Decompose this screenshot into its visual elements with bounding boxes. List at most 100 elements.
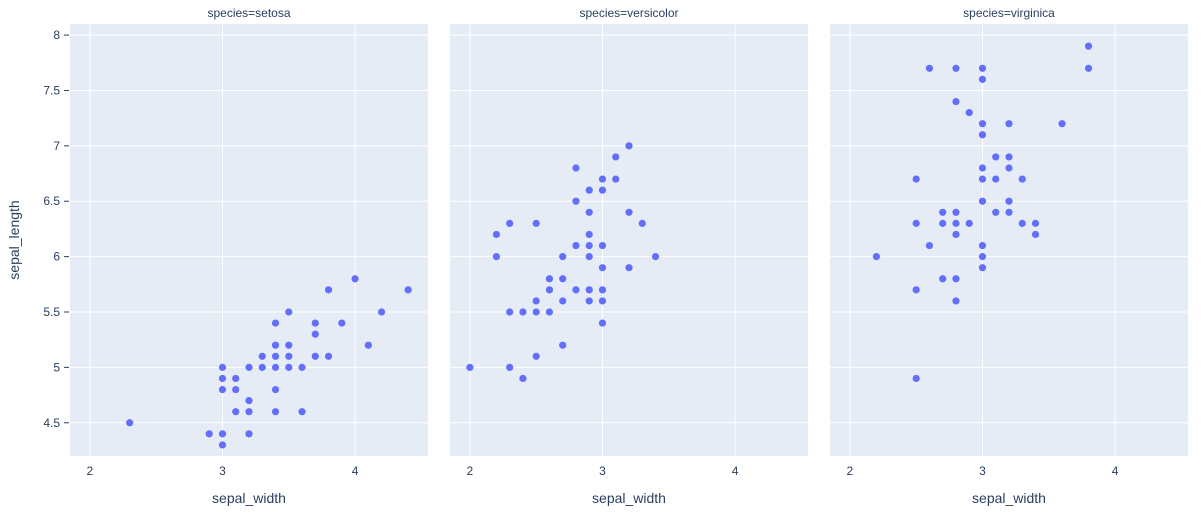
- data-point: [1031, 219, 1040, 227]
- data-point: [218, 441, 227, 449]
- data-point: [1018, 175, 1026, 183]
- data-point: [952, 297, 960, 305]
- data-point: [492, 253, 501, 261]
- data-point: [598, 264, 607, 272]
- facet-title: species=virginica: [963, 6, 1055, 20]
- data-point: [952, 208, 960, 216]
- data-point: [126, 419, 134, 427]
- plot-background: [450, 24, 808, 456]
- data-point: [572, 286, 580, 294]
- data-point: [992, 175, 1000, 183]
- data-point: [912, 219, 920, 227]
- data-point: [925, 241, 934, 250]
- x-axis-title: sepal_width: [212, 490, 286, 506]
- data-point: [532, 352, 540, 360]
- data-point: [559, 253, 567, 261]
- data-point: [245, 397, 253, 405]
- data-point: [532, 297, 540, 305]
- plot-background: [70, 24, 428, 456]
- data-point: [271, 385, 280, 394]
- data-point: [1005, 208, 1013, 216]
- data-point: [612, 175, 620, 183]
- data-point: [1005, 153, 1013, 161]
- data-point: [572, 241, 580, 250]
- data-point: [311, 352, 319, 360]
- data-point: [872, 253, 881, 261]
- data-point: [232, 385, 240, 394]
- data-point: [598, 241, 607, 250]
- data-point: [625, 142, 633, 150]
- data-point: [1018, 219, 1026, 227]
- data-point: [978, 120, 987, 128]
- data-point: [1005, 197, 1013, 205]
- data-point: [939, 208, 947, 216]
- facet-panel-1: [450, 24, 808, 456]
- plot-background: [830, 24, 1188, 456]
- data-point: [519, 308, 527, 316]
- data-point: [952, 275, 960, 283]
- data-point: [992, 208, 1000, 216]
- data-point: [585, 230, 593, 239]
- facet-title: species=setosa: [207, 6, 290, 20]
- data-point: [506, 363, 514, 371]
- y-tick-label: 8: [53, 28, 60, 42]
- data-point: [952, 230, 960, 239]
- data-point: [912, 175, 920, 183]
- data-point: [625, 208, 633, 216]
- data-point: [585, 253, 593, 261]
- data-point: [311, 330, 319, 338]
- data-point: [285, 341, 293, 349]
- data-point: [978, 197, 987, 205]
- data-point: [978, 264, 987, 272]
- y-tick-label: 6: [53, 250, 60, 264]
- data-point: [1058, 120, 1066, 128]
- data-point: [612, 153, 620, 161]
- y-axis-title: sepal_length: [6, 200, 22, 279]
- data-point: [271, 363, 280, 371]
- data-point: [271, 408, 280, 416]
- data-point: [912, 286, 920, 294]
- y-tick-label: 6.5: [43, 194, 60, 208]
- x-tick-label: 3: [599, 464, 606, 478]
- data-point: [978, 175, 987, 183]
- y-tick-label: 7: [53, 139, 60, 153]
- data-point: [598, 297, 607, 305]
- data-point: [978, 241, 987, 250]
- facet-panel-2: [830, 24, 1188, 456]
- data-point: [364, 341, 372, 349]
- data-point: [559, 297, 567, 305]
- data-point: [532, 219, 540, 227]
- x-axis-title: sepal_width: [972, 490, 1046, 506]
- data-point: [585, 286, 593, 294]
- facet-title: species=versicolor: [579, 6, 678, 20]
- data-point: [218, 430, 227, 438]
- data-point: [545, 286, 554, 294]
- data-point: [245, 408, 253, 416]
- data-point: [598, 286, 607, 294]
- data-point: [324, 352, 333, 360]
- data-point: [638, 219, 646, 227]
- data-point: [532, 308, 540, 316]
- data-point: [965, 219, 973, 227]
- data-point: [377, 308, 386, 316]
- data-point: [978, 164, 987, 172]
- facet-panel-0: [70, 24, 428, 456]
- data-point: [492, 230, 501, 239]
- data-point: [466, 363, 474, 371]
- data-point: [992, 153, 1000, 161]
- data-point: [506, 219, 514, 227]
- y-tick-label: 5.5: [43, 305, 60, 319]
- data-point: [585, 297, 593, 305]
- data-point: [572, 164, 580, 172]
- data-point: [952, 219, 960, 227]
- data-point: [218, 363, 227, 371]
- data-point: [258, 352, 266, 360]
- data-point: [939, 275, 947, 283]
- data-point: [545, 308, 554, 316]
- data-point: [559, 341, 567, 349]
- y-tick-label: 5: [53, 360, 60, 374]
- data-point: [218, 385, 227, 394]
- x-tick-label: 2: [467, 464, 474, 478]
- data-point: [1005, 164, 1013, 172]
